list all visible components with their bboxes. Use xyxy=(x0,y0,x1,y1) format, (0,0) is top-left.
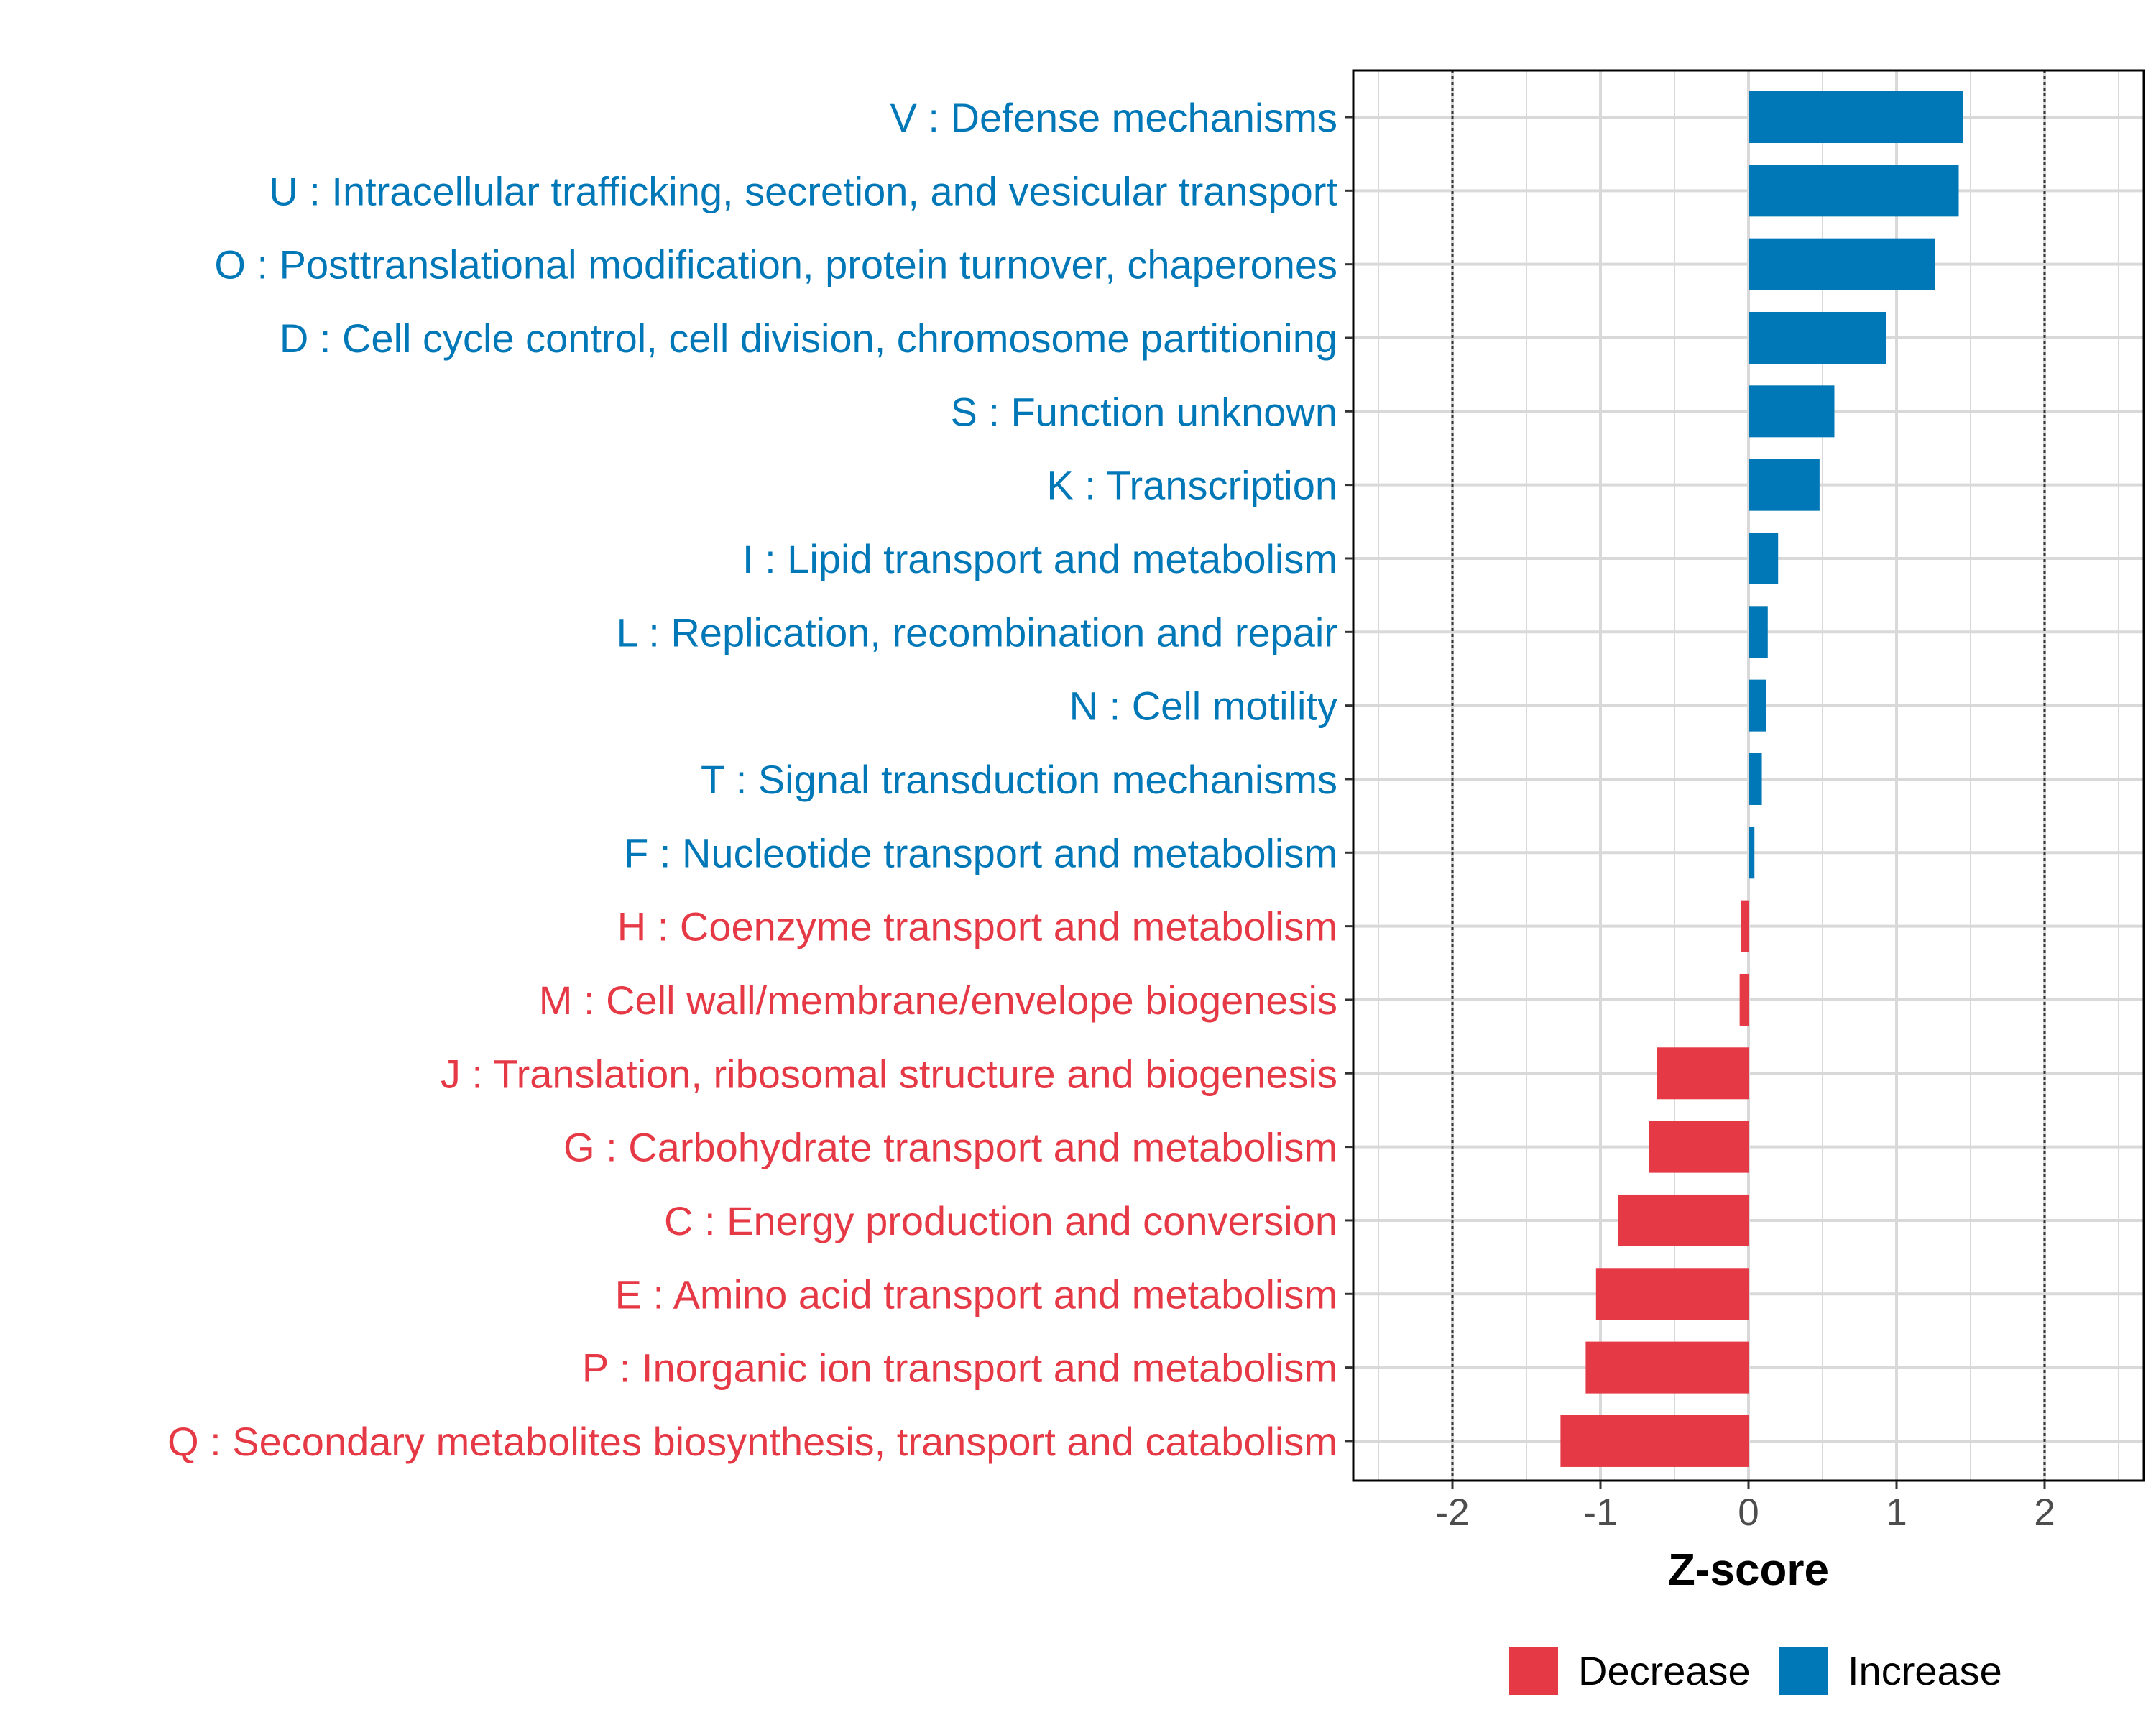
category-label: T : Signal transduction mechanisms xyxy=(701,757,1337,802)
category-label: E : Amino acid transport and metabolism xyxy=(615,1271,1337,1317)
x-tick-label: -1 xyxy=(1583,1491,1617,1534)
category-label: O : Posttranslational modification, prot… xyxy=(214,242,1337,288)
bars-layer xyxy=(1560,91,1963,1467)
category-label: K : Transcription xyxy=(1046,463,1337,508)
bar xyxy=(1749,753,1762,805)
category-label: C : Energy production and conversion xyxy=(664,1198,1337,1243)
category-label: V : Defense mechanisms xyxy=(890,95,1337,140)
bar xyxy=(1749,459,1820,511)
legend: Decrease Increase xyxy=(1509,1647,2002,1695)
bar xyxy=(1749,679,1766,732)
legend-label: Increase xyxy=(1848,1648,2002,1693)
bar xyxy=(1585,1341,1749,1394)
y-axis-category-labels: V : Defense mechanisms U : Intracellular … xyxy=(167,95,1337,1464)
bar xyxy=(1749,311,1886,364)
category-label: I : Lipid transport and metabolism xyxy=(742,536,1337,581)
category-label: Q : Secondary metabolites biosynthesis, … xyxy=(167,1419,1337,1464)
category-label: L : Replication, recombination and repai… xyxy=(617,610,1337,655)
bar xyxy=(1749,827,1755,879)
legend-key xyxy=(1779,1647,1828,1695)
bar xyxy=(1649,1121,1749,1173)
x-tick-label: 0 xyxy=(1738,1491,1759,1534)
x-axis-ticks: -2 -1 0 1 2 xyxy=(1435,1481,2055,1534)
legend-label: Decrease xyxy=(1578,1648,1751,1693)
bar xyxy=(1739,973,1749,1026)
reference-lines xyxy=(1451,70,2046,1481)
bar xyxy=(1749,165,1959,217)
bar xyxy=(1560,1414,1749,1467)
bar xyxy=(1749,606,1768,658)
legend-key xyxy=(1509,1647,1558,1695)
category-label: J : Translation, ribosomal structure and… xyxy=(441,1051,1337,1096)
category-label: F : Nucleotide transport and metabolism xyxy=(624,830,1337,875)
bar xyxy=(1749,238,1935,290)
y-axis-ticks xyxy=(1345,116,1353,1443)
category-label: U : Intracellular trafficking, secretion… xyxy=(269,168,1337,213)
category-label: P : Inorganic ion transport and metaboli… xyxy=(582,1346,1337,1391)
bar xyxy=(1749,385,1835,438)
category-label: D : Cell cycle control, cell division, c… xyxy=(280,316,1337,361)
x-tick-label: 1 xyxy=(1886,1491,1907,1534)
x-tick-label: -2 xyxy=(1435,1491,1469,1534)
bar xyxy=(1657,1047,1749,1100)
category-label: N : Cell motility xyxy=(1069,684,1337,729)
category-label: M : Cell wall/membrane/envelope biogenes… xyxy=(539,978,1337,1023)
bar xyxy=(1741,900,1749,952)
bar xyxy=(1595,1268,1749,1320)
category-label: H : Coenzyme transport and metabolism xyxy=(617,904,1337,949)
x-axis-title: Z-score xyxy=(1668,1545,1829,1595)
x-tick-label: 2 xyxy=(2034,1491,2055,1534)
category-label: G : Carbohydrate transport and metabolis… xyxy=(563,1125,1337,1170)
bar xyxy=(1749,532,1779,584)
bar xyxy=(1618,1194,1749,1246)
category-label: S : Function unknown xyxy=(950,389,1337,434)
bar xyxy=(1749,91,1963,143)
